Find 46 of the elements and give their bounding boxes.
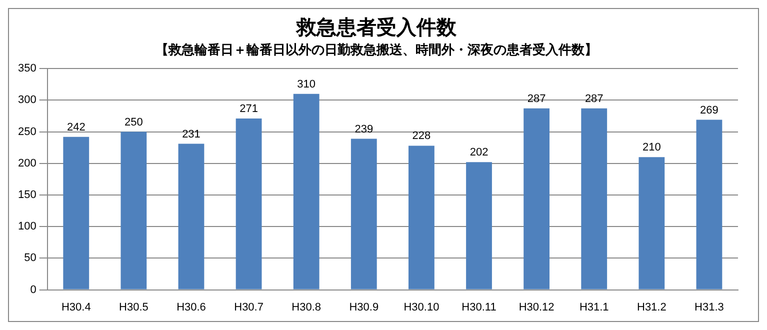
x-tick-label: H30.10 xyxy=(404,301,440,314)
y-tick-label: 350 xyxy=(18,62,36,75)
data-label: 202 xyxy=(470,146,488,159)
x-tick-label: H31.3 xyxy=(694,301,724,314)
bar xyxy=(120,132,147,290)
bar xyxy=(524,108,550,290)
x-tick-label: H30.5 xyxy=(119,301,148,314)
bar xyxy=(236,118,262,290)
chart-subtitle: 【救急輪番日＋輪番日以外の日勤救急搬送、時間外・深夜の患者受入件数】 xyxy=(156,42,598,58)
x-tick-label: H30.6 xyxy=(176,301,206,314)
x-tick-label: H30.7 xyxy=(234,301,264,314)
data-label: 250 xyxy=(124,116,143,128)
bar xyxy=(696,120,722,290)
bar xyxy=(178,144,204,290)
x-tick-label: H31.1 xyxy=(579,301,609,314)
x-tick-label: H30.4 xyxy=(61,301,91,314)
bar xyxy=(350,138,377,290)
data-label: 287 xyxy=(527,92,546,105)
bar xyxy=(581,108,608,290)
data-label: 228 xyxy=(412,130,431,142)
data-label: 239 xyxy=(354,123,374,136)
bar xyxy=(63,136,90,290)
bar xyxy=(466,162,492,290)
y-tick-label: 150 xyxy=(18,189,36,202)
y-tick-label: 100 xyxy=(18,220,36,233)
y-tick-label: 250 xyxy=(18,126,36,138)
x-tick-label: H30.11 xyxy=(462,301,496,314)
data-label: 210 xyxy=(642,142,661,154)
y-tick-label: 200 xyxy=(18,157,36,170)
data-label: 310 xyxy=(297,78,316,90)
y-tick-label: 300 xyxy=(18,94,36,106)
chart-title: 救急患者受入件数 xyxy=(296,15,458,40)
bar xyxy=(408,146,434,290)
bar xyxy=(293,94,320,290)
data-label: 242 xyxy=(66,121,86,134)
data-label: 269 xyxy=(700,104,718,116)
bar xyxy=(638,157,665,290)
data-label: 287 xyxy=(584,92,604,105)
x-tick-label: H30.12 xyxy=(518,301,554,314)
y-tick-label: 0 xyxy=(30,284,36,296)
y-tick-label: 50 xyxy=(24,252,36,264)
x-tick-label: H30.8 xyxy=(292,301,322,314)
data-label: 271 xyxy=(240,103,258,116)
x-tick-label: H31.2 xyxy=(636,301,666,314)
x-tick-label: H30.9 xyxy=(349,301,379,314)
data-label: 231 xyxy=(182,128,200,140)
